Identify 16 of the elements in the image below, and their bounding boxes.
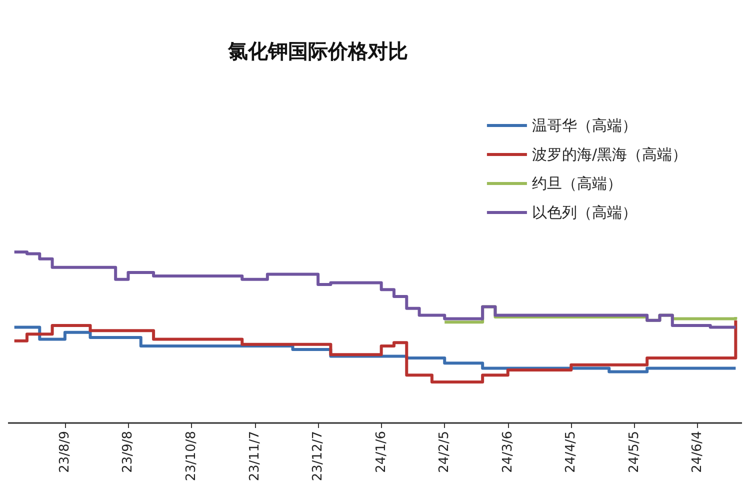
x-tick-label: 24/1/6 [374, 431, 389, 473]
x-tick-label: 24/4/5 [564, 431, 579, 473]
x-tick-label: 24/5/5 [626, 431, 642, 473]
x-tick-label: 23/11/7 [247, 431, 262, 482]
x-tick-label: 24/3/6 [500, 431, 516, 473]
legend-label: 以色列（高端） [532, 204, 637, 222]
chart-title: 氯化钾国际价格对比 [227, 39, 408, 63]
x-tick-label: 23/10/8 [184, 431, 199, 482]
legend-label: 温哥华（高端） [532, 116, 637, 134]
x-tick-label: 23/12/7 [310, 431, 326, 482]
x-tick-label: 24/2/5 [437, 431, 452, 473]
x-tick-label: 24/6/4 [690, 431, 706, 473]
legend-label: 约旦（高端） [532, 174, 622, 192]
legend-label: 波罗的海/黑海（高端） [532, 146, 688, 164]
x-tick-label: 23/9/8 [120, 431, 136, 473]
x-tick-label: 23/8/9 [57, 431, 72, 473]
